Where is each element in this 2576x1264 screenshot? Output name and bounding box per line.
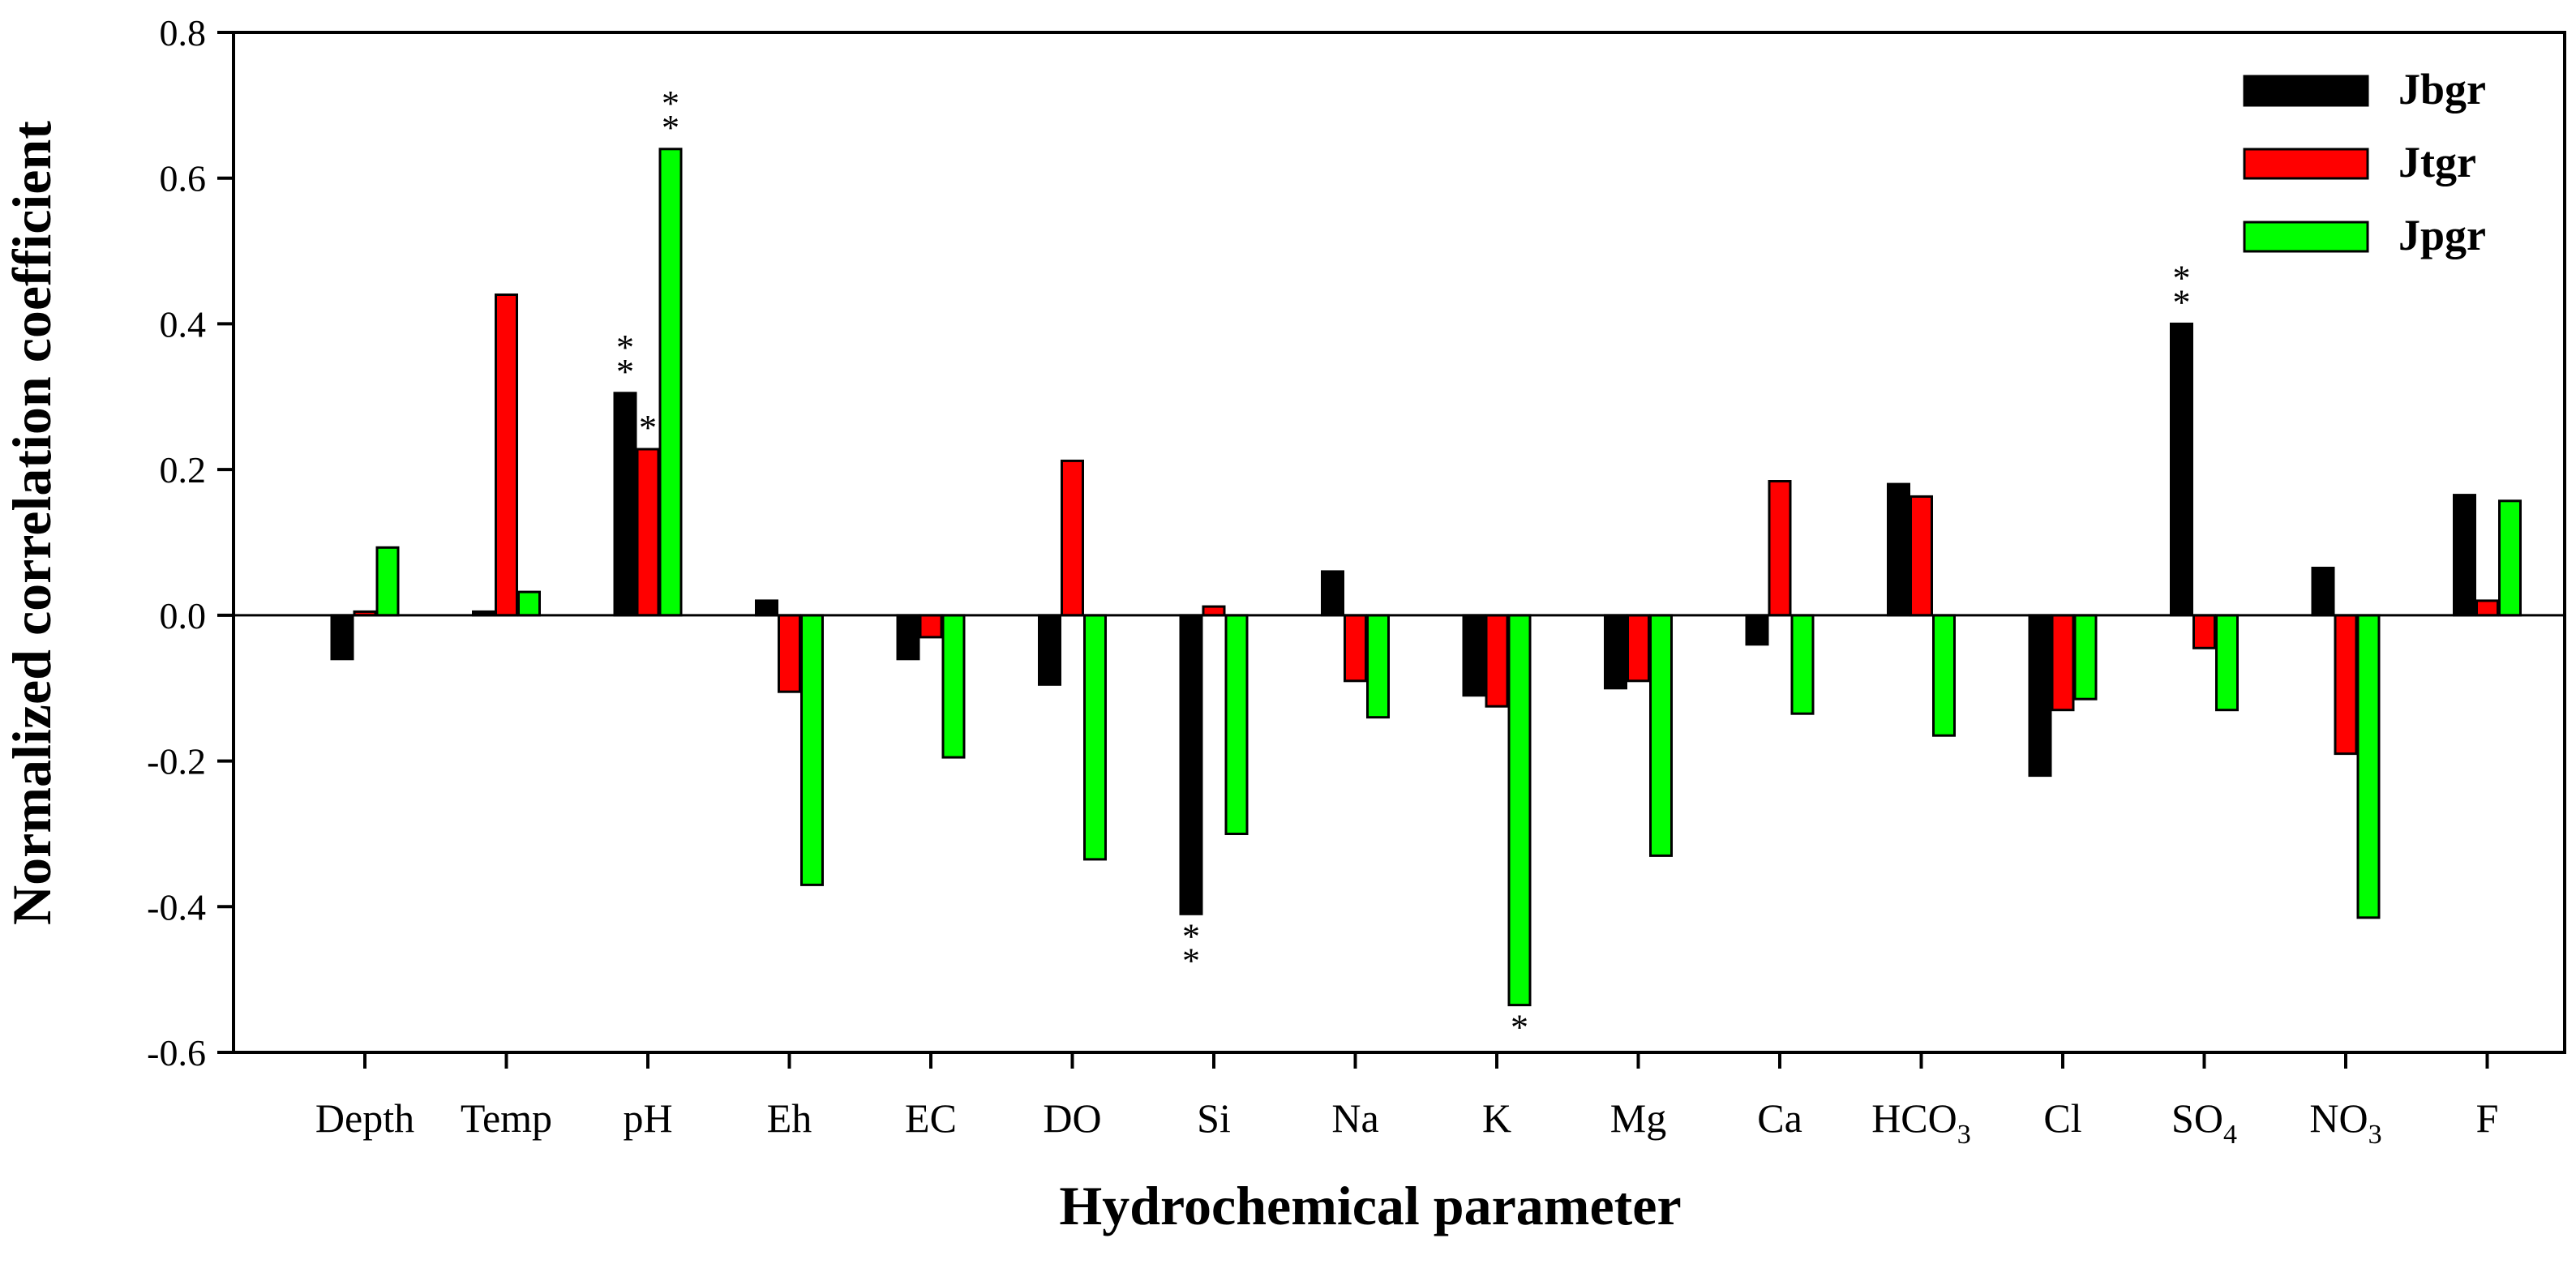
bar-jbgr-3 <box>755 599 778 617</box>
significance-star: * <box>616 352 634 392</box>
y-tick-label: 0.2 <box>160 449 207 491</box>
x-category-label: Cl <box>2043 1095 2081 1141</box>
bar-jpgr-2 <box>658 148 683 617</box>
x-category-label: F <box>2476 1095 2499 1141</box>
x-category-label: Depth <box>315 1095 414 1141</box>
significance-star: * <box>2173 282 2191 322</box>
bar-jtgr-5 <box>1061 459 1084 617</box>
bar-jtgr-7 <box>1344 614 1367 683</box>
legend: Jbgr Jtgr Jpgr <box>2243 65 2486 259</box>
legend-label-jpgr: Jpgr <box>2398 211 2486 259</box>
bar-jpgr-0 <box>375 546 400 617</box>
significance-marks: ********** <box>616 84 2191 1048</box>
bar-jpgr-9 <box>1649 614 1673 857</box>
y-tick-label: -0.4 <box>147 886 206 928</box>
bar-jtgr-14 <box>2334 614 2358 756</box>
bar-jbgr-11 <box>1887 482 1910 617</box>
bar-series-group <box>330 148 2522 1007</box>
bar-jpgr-1 <box>517 590 541 617</box>
bar-jtgr-3 <box>778 614 801 693</box>
bar-jtgr-9 <box>1627 614 1650 683</box>
x-category-label: Si <box>1197 1095 1231 1141</box>
x-category-label: pH <box>623 1095 672 1141</box>
bar-jbgr-12 <box>2028 614 2052 778</box>
bar-jpgr-4 <box>941 614 966 759</box>
bar-jpgr-14 <box>2356 614 2381 919</box>
significance-star: * <box>2173 258 2191 298</box>
bar-jpgr-10 <box>1790 614 1815 715</box>
legend-swatch-jpgr <box>2243 221 2369 253</box>
bar-jbgr-0 <box>330 614 354 661</box>
bar-jtgr-12 <box>2051 614 2075 712</box>
bar-jbgr-7 <box>1321 570 1344 617</box>
x-category-label: Mg <box>1610 1095 1666 1141</box>
y-axis-title: Normalized correlation coefficient <box>1 121 62 925</box>
x-category-label: Temp <box>461 1095 552 1141</box>
x-axis-title: Hydrochemical parameter <box>1059 1175 1681 1236</box>
legend-label-jbgr: Jbgr <box>2398 65 2486 114</box>
x-category-label: Ca <box>1757 1095 1802 1141</box>
x-category-label: HCO3 <box>1871 1095 1971 1150</box>
y-tick-label: 0.6 <box>160 158 207 199</box>
bar-jbgr-15 <box>2453 494 2476 617</box>
bar-jtgr-6 <box>1202 605 1226 617</box>
y-tick-label: -0.6 <box>147 1032 206 1073</box>
significance-star: * <box>662 84 679 123</box>
x-category-label: K <box>1482 1095 1511 1141</box>
bar-jpgr-12 <box>2073 614 2098 701</box>
bar-jbgr-10 <box>1745 614 1769 646</box>
bar-jtgr-13 <box>2192 614 2216 649</box>
bar-jtgr-8 <box>1485 614 1509 708</box>
x-category-label: EC <box>905 1095 957 1141</box>
y-tick-label: -0.2 <box>147 741 206 782</box>
bar-jpgr-13 <box>2215 614 2239 712</box>
bar-jbgr-8 <box>1462 614 1486 697</box>
y-tick-label: 0.8 <box>160 12 207 54</box>
significance-star: * <box>1182 941 1200 980</box>
bar-jpgr-7 <box>1366 614 1390 719</box>
bar-jtgr-10 <box>1768 480 1792 617</box>
bar-jbgr-4 <box>896 614 920 661</box>
bar-jpgr-11 <box>1932 614 1956 737</box>
bar-jtgr-11 <box>1909 495 1933 617</box>
bar-jbgr-2 <box>613 392 637 617</box>
plot-frame <box>232 31 2566 1054</box>
x-category-labels: Depth Temp pH Eh EC DO Si Na K Mg Ca HCO3 Cl SO4 NO3 F <box>315 1052 2499 1150</box>
x-category-label: Eh <box>767 1095 812 1141</box>
bar-jtgr-15 <box>2475 599 2499 617</box>
legend-label-jtgr: Jtgr <box>2398 138 2476 186</box>
significance-star: * <box>1182 916 1200 956</box>
bar-jpgr-15 <box>2498 499 2522 617</box>
significance-star: * <box>616 328 634 367</box>
significance-star: * <box>639 408 657 448</box>
bar-jbgr-13 <box>2170 322 2193 617</box>
x-category-label: Na <box>1331 1095 1378 1141</box>
legend-swatch-jbgr <box>2243 75 2369 107</box>
significance-star: * <box>662 108 679 148</box>
bar-jpgr-5 <box>1083 614 1107 861</box>
bar-jtgr-4 <box>919 614 943 639</box>
bar-jbgr-9 <box>1604 614 1627 690</box>
significance-star: * <box>1511 1008 1528 1048</box>
bar-jpgr-6 <box>1224 614 1249 836</box>
x-category-label: NO3 <box>2309 1095 2381 1150</box>
y-ticks-group: 0.8 0.6 0.4 0.2 0.0 -0.2 -0.4 -0.6 <box>147 12 234 1073</box>
bar-jtgr-2 <box>636 448 660 617</box>
bar-jbgr-6 <box>1179 614 1203 915</box>
axes-group <box>232 31 2566 1054</box>
bar-jbgr-5 <box>1038 614 1061 686</box>
y-tick-label: 0.0 <box>160 595 207 636</box>
x-category-label: SO4 <box>2171 1095 2237 1150</box>
bar-jbgr-14 <box>2311 567 2335 617</box>
bar-jpgr-8 <box>1507 614 1532 1007</box>
y-tick-label: 0.4 <box>160 303 207 345</box>
legend-swatch-jtgr <box>2243 148 2369 180</box>
bar-jtgr-1 <box>495 294 518 617</box>
bar-jpgr-3 <box>800 614 824 886</box>
x-category-label: DO <box>1043 1095 1101 1141</box>
